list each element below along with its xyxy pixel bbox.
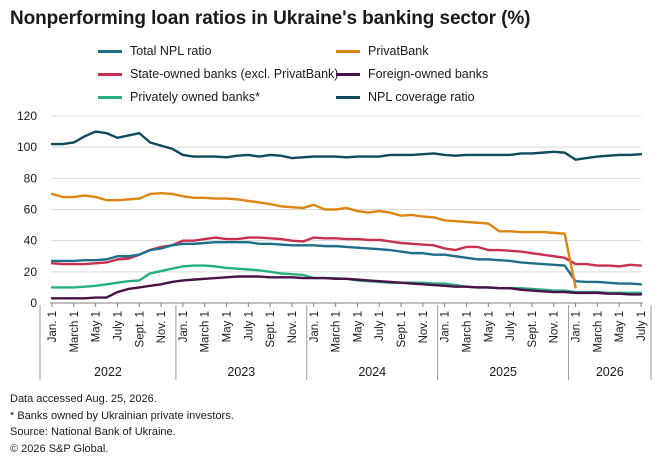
legend-swatch-state-owned xyxy=(98,72,122,76)
legend-label-state-owned: State-owned banks (excl. PrivatBank) xyxy=(130,67,339,81)
x-tick-label: Sept. 1 xyxy=(396,311,408,347)
y-tick-label: 80 xyxy=(24,171,38,185)
x-tick-label: May 1 xyxy=(352,311,364,342)
legend-label-foreign-owned: Foreign-owned banks xyxy=(368,67,489,81)
legend-label-total-npl: Total NPL ratio xyxy=(130,44,212,58)
x-tick-label: July 1 xyxy=(243,311,255,341)
series-line-privat xyxy=(50,191,577,289)
x-tick-label: March 1 xyxy=(331,311,343,353)
x-tick-label: May 1 xyxy=(222,311,234,342)
y-tick-label: 0 xyxy=(30,296,37,310)
x-tick-label: Sept. 1 xyxy=(265,311,277,347)
footnote-asterisk: * Banks owned by Ukrainian private inves… xyxy=(10,409,234,422)
legend-swatch-privatbank xyxy=(336,49,360,53)
year-label: 2022 xyxy=(94,365,122,379)
footnote-copyright: © 2026 S&P Global. xyxy=(10,442,109,455)
x-tick-label: March 1 xyxy=(69,311,81,353)
x-tick-label: Nov. 1 xyxy=(549,311,561,343)
x-tick-label: Sept. 1 xyxy=(134,311,146,347)
legend-swatch-privately-owned xyxy=(98,95,122,99)
x-tick-label: Nov. 1 xyxy=(156,311,168,343)
x-tick-label: July 1 xyxy=(505,311,517,341)
x-tick-label: Nov. 1 xyxy=(287,311,299,343)
x-tick-label: Jan. 1 xyxy=(309,311,321,342)
x-tick-label: May 1 xyxy=(91,311,103,342)
y-tick-label: 20 xyxy=(24,265,38,279)
legend-item-privatbank: PrivatBank xyxy=(336,44,428,58)
footnote-accessed: Data accessed Aug. 25, 2026. xyxy=(10,393,157,405)
x-tick-label: Jan. 1 xyxy=(178,311,190,342)
legend-swatch-foreign-owned xyxy=(336,72,360,76)
series-line-foreign xyxy=(50,275,643,300)
x-tick-label: May 1 xyxy=(483,311,495,342)
legend-swatch-coverage xyxy=(336,95,360,99)
legend-label-privately-owned: Privately owned banks* xyxy=(130,90,260,104)
legend-item-total-npl: Total NPL ratio xyxy=(98,44,212,58)
legend-label-coverage: NPL coverage ratio xyxy=(368,90,475,104)
x-tick-label: July 1 xyxy=(636,311,648,341)
series-line-state xyxy=(50,236,643,268)
legend-swatch-total-npl xyxy=(98,49,122,53)
series-line-total xyxy=(50,241,643,286)
x-tick-label: July 1 xyxy=(112,311,124,341)
legend-item-privately-owned: Privately owned banks* xyxy=(98,90,260,104)
series-line-coverage xyxy=(50,130,643,161)
year-label: 2023 xyxy=(227,365,255,379)
x-tick-label: March 1 xyxy=(592,311,604,353)
x-tick-label: Sept. 1 xyxy=(527,311,539,347)
footnotes: Data accessed Aug. 25, 2026. * Banks own… xyxy=(10,391,234,457)
footnote-source: Source: National Bank of Ukraine. xyxy=(10,426,176,438)
x-tick-label: Jan. 1 xyxy=(47,311,59,342)
legend-item-coverage: NPL coverage ratio xyxy=(336,90,475,104)
legend-item-state-owned: State-owned banks (excl. PrivatBank) xyxy=(98,67,338,81)
x-tick-label: March 1 xyxy=(461,311,473,353)
year-label: 2024 xyxy=(358,365,386,379)
y-tick-label: 60 xyxy=(24,203,38,217)
year-label: 2025 xyxy=(489,365,517,379)
y-tick-label: 40 xyxy=(24,234,38,248)
x-tick-label: July 1 xyxy=(374,311,386,341)
legend-item-foreign-owned: Foreign-owned banks xyxy=(336,67,488,81)
legend-label-privatbank: PrivatBank xyxy=(368,44,429,58)
y-tick-label: 100 xyxy=(17,140,37,154)
x-tick-label: Jan. 1 xyxy=(571,311,583,342)
x-tick-label: Jan. 1 xyxy=(440,311,452,342)
chart-title: Nonperforming loan ratios in Ukraine's b… xyxy=(10,8,531,29)
x-tick-label: March 1 xyxy=(200,311,212,353)
npl-line-chart: 0 20 40 60 80 100 120 Jan. 1 March 1 May 1 July 1 S… xyxy=(17,109,652,380)
x-tick-label: May 1 xyxy=(614,311,626,342)
year-label: 2026 xyxy=(596,365,624,379)
x-tick-label: Nov. 1 xyxy=(418,311,430,343)
y-tick-label: 120 xyxy=(17,109,37,123)
